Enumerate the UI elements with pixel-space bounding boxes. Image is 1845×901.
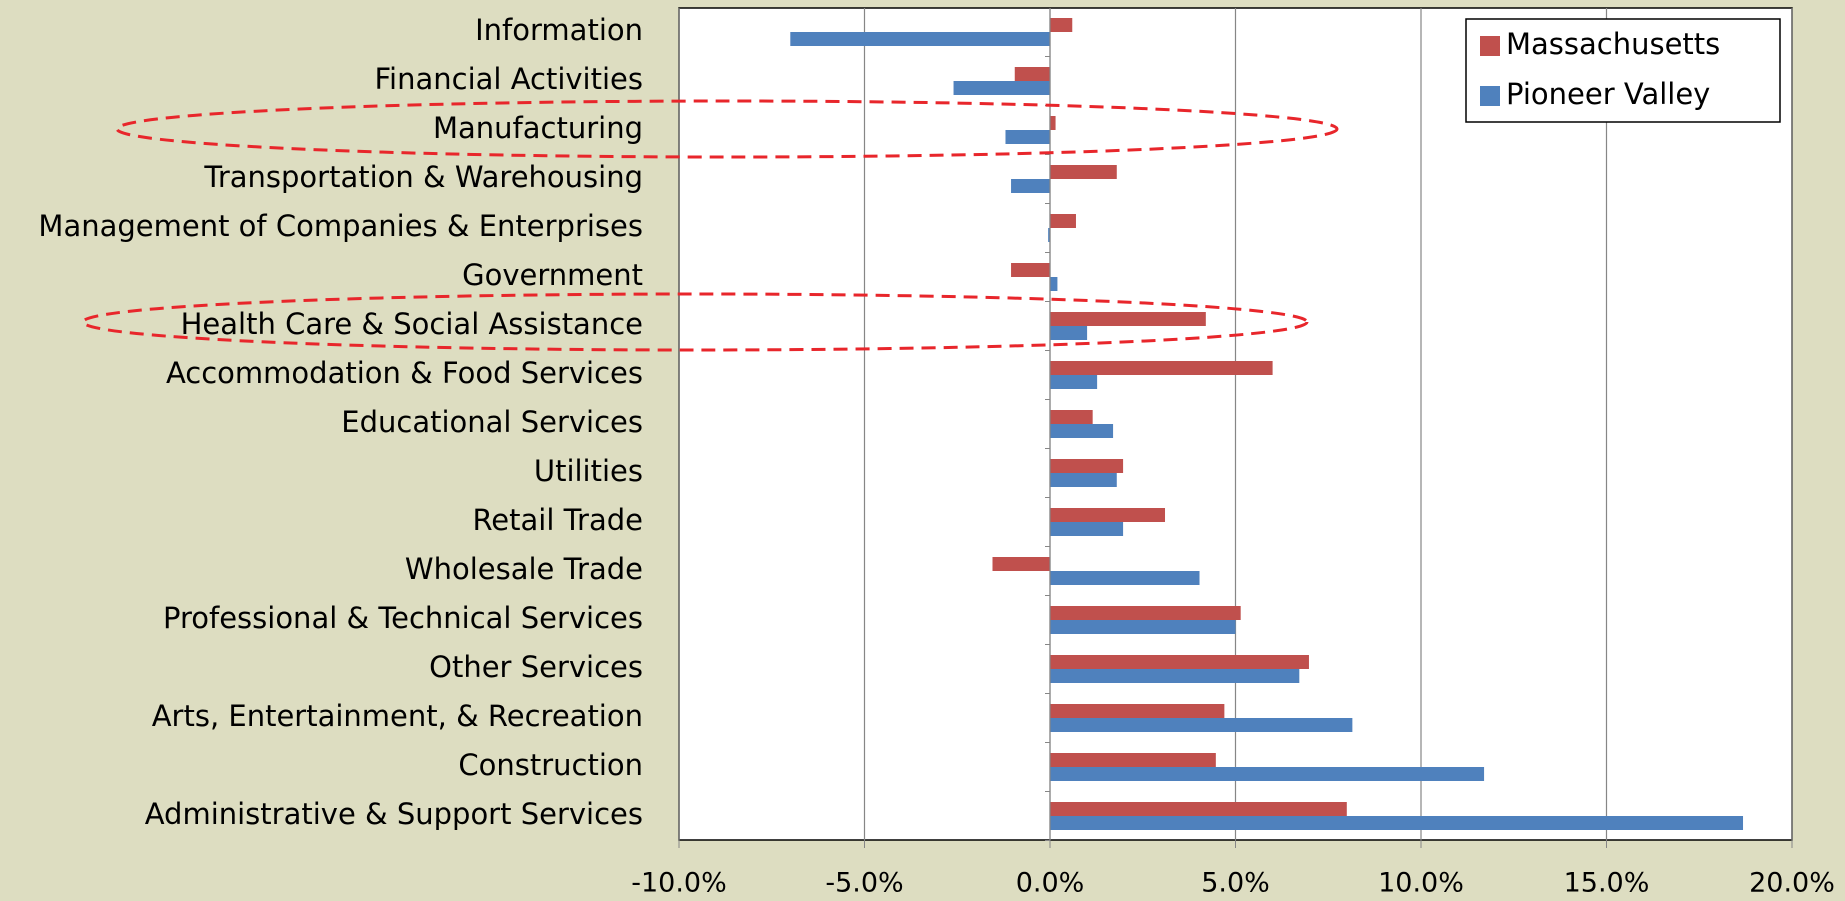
bar (1050, 424, 1114, 438)
bar (1050, 655, 1309, 669)
bar (1050, 165, 1117, 179)
y-tick-label: Management of Companies & Enterprises (38, 209, 643, 243)
legend-label: Massachusetts (1506, 27, 1720, 61)
bar (1050, 312, 1206, 326)
bar (1050, 767, 1485, 781)
bar (1050, 802, 1347, 816)
bar (1050, 18, 1073, 32)
bar (1011, 179, 1050, 193)
bar (1050, 459, 1124, 473)
y-tick-label: Administrative & Support Services (145, 797, 643, 831)
y-tick-label: Accommodation & Food Services (166, 356, 643, 390)
x-tick-label: 5.0% (1201, 868, 1270, 899)
bar (1050, 410, 1093, 424)
y-tick-label: Financial Activities (374, 62, 643, 96)
bar (1050, 473, 1117, 487)
bar (790, 32, 1050, 46)
highlight-ellipse (115, 99, 1339, 159)
bar (1050, 606, 1241, 620)
bar (1048, 228, 1050, 242)
y-tick-label: Manufacturing (433, 111, 643, 145)
bar (1005, 130, 1050, 144)
bar (1014, 67, 1050, 81)
bar (1050, 816, 1744, 830)
x-tick-label: -10.0% (631, 868, 727, 899)
x-tick-label: 15.0% (1564, 868, 1650, 899)
bar (1050, 669, 1300, 683)
bar (1050, 214, 1076, 228)
bar (953, 81, 1050, 95)
y-tick-label: Arts, Entertainment, & Recreation (152, 699, 643, 733)
bar (1050, 620, 1236, 634)
y-tick-label: Other Services (429, 650, 643, 684)
bar (1050, 326, 1088, 340)
y-tick-label: Educational Services (341, 405, 643, 439)
y-tick-label: Construction (458, 748, 643, 782)
legend-box (1465, 18, 1781, 123)
bar (1050, 522, 1124, 536)
bar (1050, 508, 1166, 522)
y-tick-label: Information (475, 13, 643, 47)
y-tick-label: Government (462, 258, 643, 292)
legend-label: Pioneer Valley (1506, 77, 1710, 111)
x-tick-label: 20.0% (1749, 868, 1835, 899)
bar (1050, 571, 1200, 585)
bar (1050, 753, 1216, 767)
bar (1050, 116, 1056, 130)
bar (1050, 704, 1225, 718)
bar (1050, 361, 1273, 375)
bar (992, 557, 1050, 571)
legend-swatch (1480, 86, 1500, 106)
bar (1050, 277, 1058, 291)
y-tick-label: Transportation & Warehousing (203, 160, 643, 194)
y-tick-label: Wholesale Trade (405, 552, 643, 586)
bar (1050, 718, 1353, 732)
bar (1011, 263, 1050, 277)
y-tick-label: Retail Trade (472, 503, 643, 537)
x-tick-label: -5.0% (825, 868, 903, 899)
bar (1050, 375, 1098, 389)
y-tick-label: Professional & Technical Services (163, 601, 643, 635)
legend-swatch (1480, 36, 1500, 56)
y-tick-label: Health Care & Social Assistance (181, 307, 643, 341)
highlight-ellipse (81, 292, 1309, 352)
x-tick-label: 10.0% (1378, 868, 1464, 899)
y-tick-label: Utilities (534, 454, 643, 488)
x-tick-label: 0.0% (1016, 868, 1085, 899)
